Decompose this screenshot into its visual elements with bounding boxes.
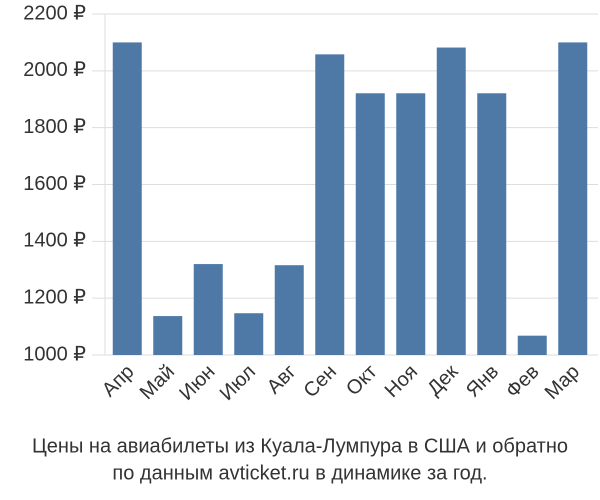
chart-title: по данным avticket.ru в динамике за год. xyxy=(112,462,487,484)
y-tick-label: 1000 ₽ xyxy=(23,343,86,365)
bar xyxy=(315,54,345,356)
bar xyxy=(112,42,142,356)
x-tick-label: Май xyxy=(136,361,179,404)
x-tick-label: Июл xyxy=(216,361,260,405)
x-tick-label: Окт xyxy=(342,361,381,400)
x-tick-label: Апр xyxy=(98,361,139,402)
x-tick-label: Сен xyxy=(300,361,341,402)
bar xyxy=(274,265,304,355)
y-tick-label: 1800 ₽ xyxy=(23,116,86,138)
bar xyxy=(355,93,385,355)
bar xyxy=(436,47,466,355)
chart-title: Цены на авиабилеты из Куала-Лумпура в СШ… xyxy=(32,435,568,457)
bar xyxy=(477,93,507,355)
x-tick-label: Июн xyxy=(175,361,219,405)
y-tick-label: 2000 ₽ xyxy=(23,59,86,81)
y-tick-label: 1400 ₽ xyxy=(23,230,86,252)
x-tick-label: Дек xyxy=(423,361,462,400)
x-tick-label: Янв xyxy=(462,361,503,402)
bar xyxy=(396,93,426,355)
bar xyxy=(558,42,588,356)
x-tick-label: Мар xyxy=(541,361,584,404)
x-tick-label: Фев xyxy=(502,361,544,403)
bar xyxy=(517,335,547,355)
x-tick-label: Ноя xyxy=(381,361,422,402)
x-tick-label: Авг xyxy=(263,361,301,399)
bar xyxy=(153,316,183,355)
y-tick-label: 1600 ₽ xyxy=(23,173,86,195)
y-tick-label: 2200 ₽ xyxy=(23,2,86,24)
bar xyxy=(234,313,264,355)
y-tick-label: 1200 ₽ xyxy=(23,286,86,308)
bar xyxy=(193,264,223,355)
